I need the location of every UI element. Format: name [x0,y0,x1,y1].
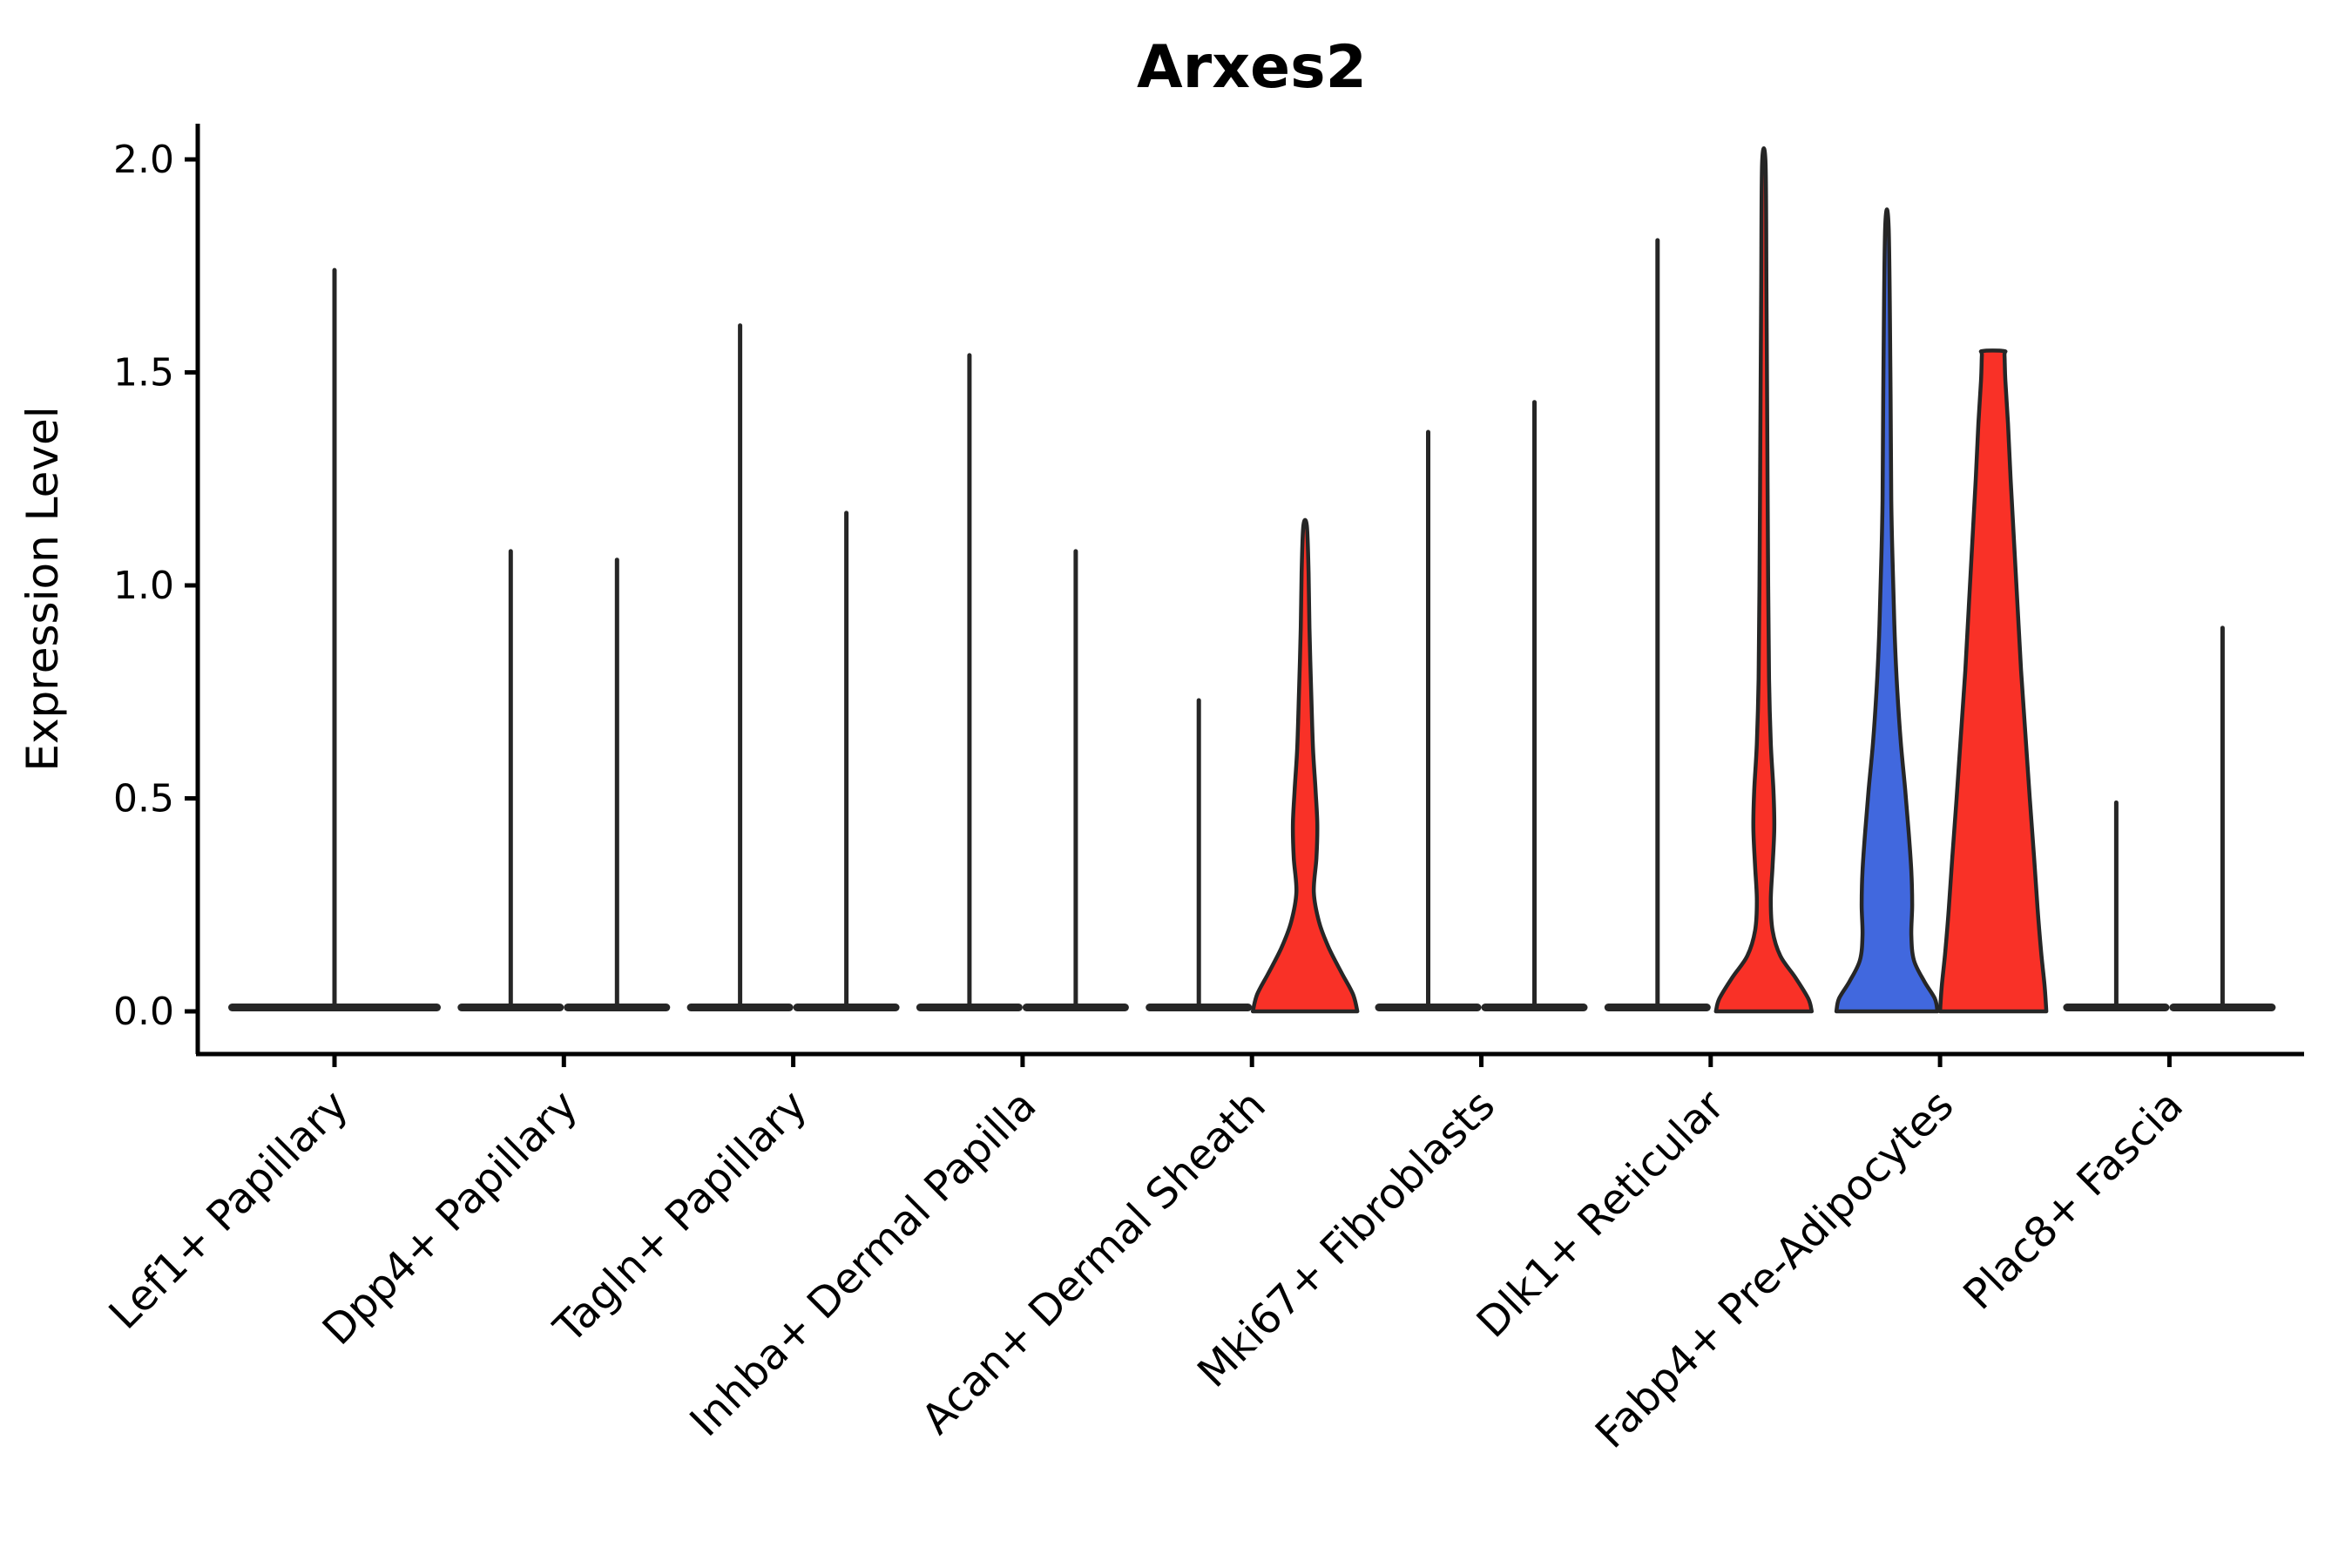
x-tick-label: Tagln+ Papillary [544,1081,816,1353]
y-tick-label: 0.0 [113,990,174,1034]
x-tick-label: Lef1+ Papillary [100,1081,358,1339]
violins-layer [228,145,2276,1014]
violin-filled [1713,145,1815,1014]
y-axis-label: Expression Level [17,406,68,771]
violin-filled [1834,207,1940,1014]
violin-filled [1937,348,2049,1014]
y-tick-label: 1.5 [113,351,174,395]
violin-filled [1250,517,1360,1014]
x-tick-label: Dlk1+ Reticular [1468,1081,1734,1348]
x-tick-label: Plac8+ Fascia [1954,1081,2193,1320]
y-tick-label: 1.0 [113,564,174,608]
x-tick-label: Dpp4+ Papillary [314,1081,587,1355]
y-tick-label: 0.5 [113,777,174,821]
y-tick-label: 2.0 [113,138,174,182]
chart-title: Arxes2 [1137,33,1367,102]
